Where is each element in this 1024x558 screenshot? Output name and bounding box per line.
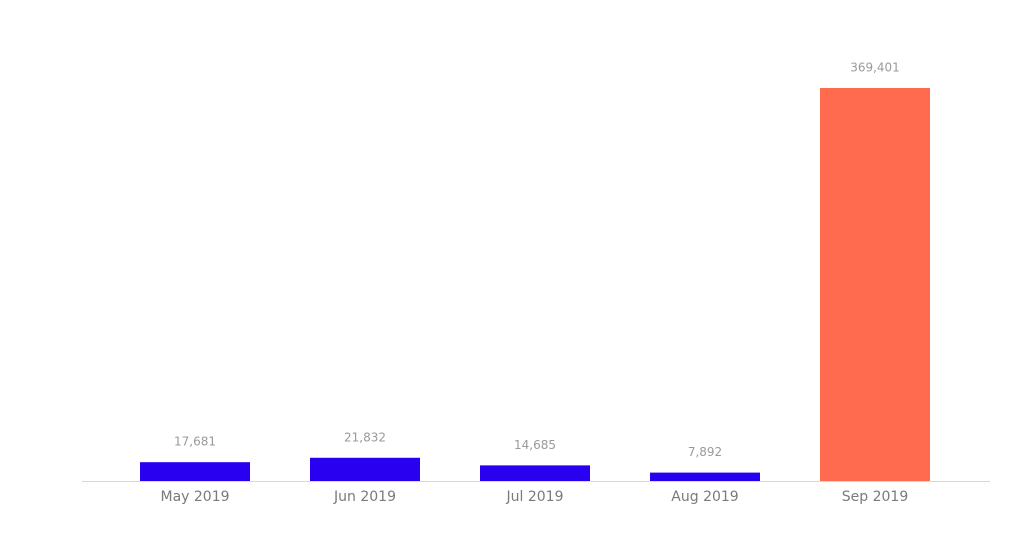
bar [310, 457, 420, 481]
value-label: 14,685 [514, 438, 556, 452]
x-tick-label: Jun 2019 [333, 489, 396, 505]
value-label: 369,401 [850, 61, 900, 75]
bar [820, 88, 930, 481]
x-tick-label: Jul 2019 [506, 489, 564, 505]
x-tick-label: Sep 2019 [842, 489, 908, 505]
x-tick-label: May 2019 [160, 489, 229, 505]
x-tick-label: Aug 2019 [671, 489, 738, 505]
bar [650, 472, 760, 481]
value-label: 21,832 [344, 430, 386, 444]
bar [140, 462, 250, 481]
bar [480, 465, 590, 481]
value-label: 17,681 [174, 435, 216, 449]
value-label: 7,892 [688, 445, 722, 459]
